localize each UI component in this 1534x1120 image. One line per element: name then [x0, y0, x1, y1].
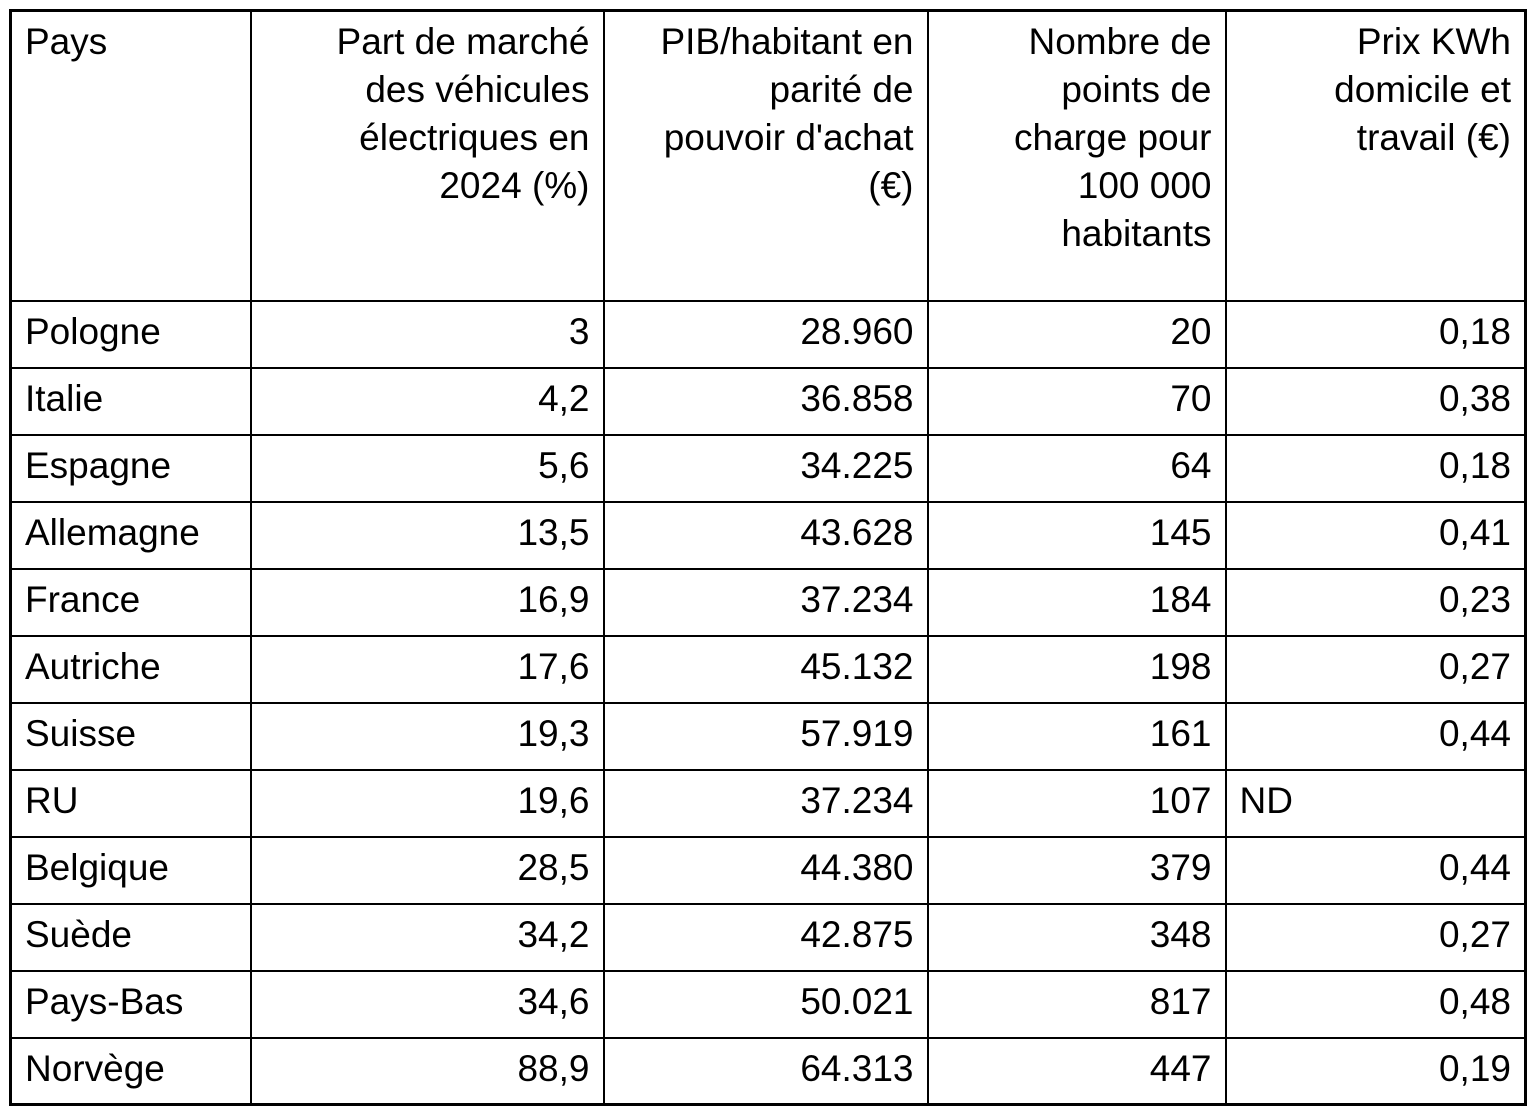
cell-points-charge: 348	[926, 902, 1227, 972]
cell-pib: 37.234	[602, 567, 929, 637]
table-body: Pologne 3 28.960 20 0,18 Italie 4,2 36.8…	[9, 299, 1527, 1106]
cell-pays: Espagne	[9, 433, 252, 503]
cell-pays: Suède	[9, 902, 252, 972]
cell-prix-kwh: 0,18	[1224, 433, 1527, 503]
column-header-prix-kwh: Prix KWh domicile et travail (€)	[1224, 9, 1527, 302]
column-header-pib: PIB/habitant en parité de pouvoir d'acha…	[602, 9, 929, 302]
cell-pays: Italie	[9, 366, 252, 436]
cell-pib: 57.919	[602, 701, 929, 771]
cell-part-marche: 17,6	[249, 634, 605, 704]
table-row-belgique: Belgique 28,5 44.380 379 0,44	[9, 835, 1527, 905]
cell-pays: Pays-Bas	[9, 969, 252, 1039]
cell-part-marche: 88,9	[249, 1036, 605, 1106]
cell-prix-kwh: ND	[1224, 768, 1527, 838]
cell-points-charge: 64	[926, 433, 1227, 503]
table-row-france: France 16,9 37.234 184 0,23	[9, 567, 1527, 637]
cell-pib: 28.960	[602, 299, 929, 369]
cell-part-marche: 19,6	[249, 768, 605, 838]
table-row-pologne: Pologne 3 28.960 20 0,18	[9, 299, 1527, 369]
cell-part-marche: 5,6	[249, 433, 605, 503]
cell-part-marche: 4,2	[249, 366, 605, 436]
cell-prix-kwh: 0,27	[1224, 634, 1527, 704]
cell-part-marche: 3	[249, 299, 605, 369]
cell-pib: 50.021	[602, 969, 929, 1039]
cell-pays: Belgique	[9, 835, 252, 905]
table-row-pays-bas: Pays-Bas 34,6 50.021 817 0,48	[9, 969, 1527, 1039]
cell-part-marche: 34,6	[249, 969, 605, 1039]
cell-prix-kwh: 0,44	[1224, 701, 1527, 771]
cell-points-charge: 145	[926, 500, 1227, 570]
cell-points-charge: 447	[926, 1036, 1227, 1106]
cell-pib: 64.313	[602, 1036, 929, 1106]
cell-prix-kwh: 0,19	[1224, 1036, 1527, 1106]
cell-points-charge: 198	[926, 634, 1227, 704]
table-row-allemagne: Allemagne 13,5 43.628 145 0,41	[9, 500, 1527, 570]
cell-points-charge: 20	[926, 299, 1227, 369]
cell-prix-kwh: 0,23	[1224, 567, 1527, 637]
ev-country-table: Pays Part de marché des véhicules électr…	[9, 9, 1527, 1106]
cell-points-charge: 184	[926, 567, 1227, 637]
table-row-norvege: Norvège 88,9 64.313 447 0,19	[9, 1036, 1527, 1106]
cell-points-charge: 70	[926, 366, 1227, 436]
cell-pays: Norvège	[9, 1036, 252, 1106]
cell-points-charge: 161	[926, 701, 1227, 771]
cell-pays: Suisse	[9, 701, 252, 771]
table-row-suede: Suède 34,2 42.875 348 0,27	[9, 902, 1527, 972]
column-header-part-marche: Part de marché des véhicules électriques…	[249, 9, 605, 302]
cell-pib: 36.858	[602, 366, 929, 436]
cell-part-marche: 28,5	[249, 835, 605, 905]
cell-pib: 34.225	[602, 433, 929, 503]
table-row-ru: RU 19,6 37.234 107 ND	[9, 768, 1527, 838]
column-header-pays: Pays	[9, 9, 252, 302]
cell-pib: 43.628	[602, 500, 929, 570]
cell-part-marche: 34,2	[249, 902, 605, 972]
header-row: Pays Part de marché des véhicules électr…	[9, 9, 1527, 302]
cell-pib: 42.875	[602, 902, 929, 972]
table-header: Pays Part de marché des véhicules électr…	[9, 9, 1527, 302]
cell-points-charge: 379	[926, 835, 1227, 905]
cell-part-marche: 16,9	[249, 567, 605, 637]
table-row-italie: Italie 4,2 36.858 70 0,38	[9, 366, 1527, 436]
cell-pays: RU	[9, 768, 252, 838]
cell-points-charge: 817	[926, 969, 1227, 1039]
table-row-autriche: Autriche 17,6 45.132 198 0,27	[9, 634, 1527, 704]
column-header-points-charge: Nombre de points de charge pour 100 000 …	[926, 9, 1227, 302]
cell-pays: Autriche	[9, 634, 252, 704]
cell-prix-kwh: 0,44	[1224, 835, 1527, 905]
cell-prix-kwh: 0,48	[1224, 969, 1527, 1039]
cell-pays: France	[9, 567, 252, 637]
cell-points-charge: 107	[926, 768, 1227, 838]
cell-pib: 37.234	[602, 768, 929, 838]
cell-pib: 44.380	[602, 835, 929, 905]
cell-part-marche: 19,3	[249, 701, 605, 771]
cell-pib: 45.132	[602, 634, 929, 704]
table-row-suisse: Suisse 19,3 57.919 161 0,44	[9, 701, 1527, 771]
cell-prix-kwh: 0,18	[1224, 299, 1527, 369]
cell-prix-kwh: 0,38	[1224, 366, 1527, 436]
cell-prix-kwh: 0,41	[1224, 500, 1527, 570]
cell-pays: Allemagne	[9, 500, 252, 570]
table-row-espagne: Espagne 5,6 34.225 64 0,18	[9, 433, 1527, 503]
cell-prix-kwh: 0,27	[1224, 902, 1527, 972]
cell-part-marche: 13,5	[249, 500, 605, 570]
cell-pays: Pologne	[9, 299, 252, 369]
